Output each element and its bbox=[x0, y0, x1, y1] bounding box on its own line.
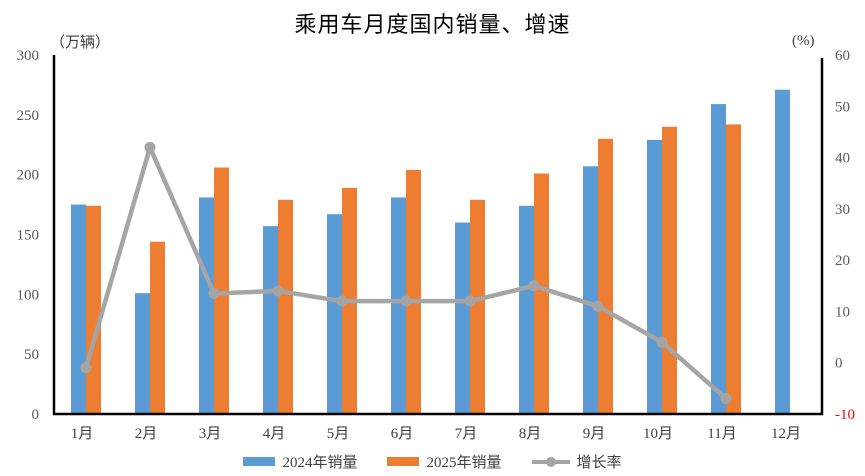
legend-swatch-2024 bbox=[243, 457, 276, 466]
right-axis-tick-50: 50 bbox=[835, 99, 850, 115]
x-axis-label-3月: 3月 bbox=[199, 426, 222, 442]
bar-2024年销量-6月 bbox=[391, 197, 406, 414]
x-axis-label-12月: 12月 bbox=[771, 426, 801, 442]
legend: 2024年销量 2025年销量 增长率 bbox=[0, 451, 865, 472]
bar-2024年销量-1月 bbox=[71, 204, 86, 414]
growth-marker-10月 bbox=[656, 336, 668, 348]
x-axis-label-2月: 2月 bbox=[135, 426, 158, 442]
growth-marker-4月 bbox=[272, 285, 284, 297]
bar-2024年销量-7月 bbox=[455, 222, 470, 414]
right-axis-tick-20: 20 bbox=[835, 253, 850, 269]
bar-2024年销量-8月 bbox=[519, 205, 534, 414]
bar-2025年销量-6月 bbox=[406, 169, 421, 414]
x-axis-label-10月: 10月 bbox=[643, 426, 673, 442]
bar-2024年销量-5月 bbox=[327, 214, 342, 414]
x-axis-label-6月: 6月 bbox=[391, 426, 414, 442]
x-axis-label-11月: 11月 bbox=[707, 426, 736, 442]
bar-2025年销量-1月 bbox=[86, 205, 101, 414]
legend-item-2025: 2025年销量 bbox=[387, 451, 502, 472]
x-axis-label-1月: 1月 bbox=[71, 426, 94, 442]
x-axis-label-4月: 4月 bbox=[263, 426, 286, 442]
bar-2025年销量-8月 bbox=[534, 173, 549, 414]
bar-2024年销量-11月 bbox=[711, 104, 726, 415]
growth-marker-6月 bbox=[400, 295, 412, 307]
left-axis-tick-50: 50 bbox=[24, 347, 39, 363]
bar-2024年销量-2月 bbox=[135, 293, 150, 414]
growth-marker-7月 bbox=[464, 295, 476, 307]
right-axis-unit: (%) bbox=[792, 33, 815, 49]
bar-2025年销量-3月 bbox=[214, 167, 229, 414]
growth-marker-9月 bbox=[592, 300, 604, 312]
left-axis-unit: （万辆） bbox=[50, 35, 111, 51]
bar-2024年销量-3月 bbox=[199, 197, 214, 414]
growth-marker-3月 bbox=[208, 287, 220, 299]
x-axis-label-7月: 7月 bbox=[455, 426, 478, 442]
left-axis-tick-250: 250 bbox=[17, 108, 40, 124]
x-axis-label-8月: 8月 bbox=[519, 426, 542, 442]
bar-2025年销量-10月 bbox=[662, 126, 677, 415]
legend-label-2024: 2024年销量 bbox=[282, 455, 358, 471]
left-axis-tick-200: 200 bbox=[17, 168, 40, 184]
x-axis-label-5月: 5月 bbox=[327, 426, 350, 442]
bar-2025年销量-4月 bbox=[278, 199, 293, 414]
bar-2024年销量-9月 bbox=[583, 166, 598, 414]
legend-item-2024: 2024年销量 bbox=[243, 451, 357, 472]
growth-marker-2月 bbox=[144, 141, 156, 153]
right-axis-tick-0: 0 bbox=[835, 356, 843, 372]
chart-title: 乘用车月度国内销量、增速 bbox=[294, 12, 571, 37]
right-axis-tick-60: 60 bbox=[835, 48, 850, 64]
growth-marker-11月 bbox=[720, 393, 732, 405]
right-axis-tick-10: 10 bbox=[835, 304, 850, 320]
left-axis-tick-150: 150 bbox=[17, 228, 40, 244]
left-axis-tick-300: 300 bbox=[17, 48, 40, 64]
right-axis-tick--10: -10 bbox=[835, 407, 855, 423]
legend-label-growth: 增长率 bbox=[576, 455, 622, 471]
bar-2024年销量-4月 bbox=[263, 226, 278, 414]
bar-2025年销量-11月 bbox=[726, 124, 741, 414]
legend-swatch-growth-line bbox=[531, 456, 570, 468]
legend-swatch-2025 bbox=[387, 457, 420, 466]
legend-item-growth: 增长率 bbox=[531, 451, 622, 472]
growth-marker-5月 bbox=[336, 295, 348, 307]
legend-label-2025: 2025年销量 bbox=[426, 455, 502, 471]
growth-marker-1月 bbox=[80, 362, 92, 374]
right-axis-tick-40: 40 bbox=[835, 151, 850, 167]
bar-2025年销量-7月 bbox=[470, 199, 485, 414]
growth-marker-swatch bbox=[545, 456, 556, 467]
bar-2025年销量-2月 bbox=[150, 241, 165, 414]
left-axis-tick-0: 0 bbox=[32, 407, 40, 423]
right-axis-tick-30: 30 bbox=[835, 202, 850, 218]
growth-marker-8月 bbox=[528, 280, 540, 292]
bar-2024年销量-12月 bbox=[775, 89, 790, 414]
x-axis-label-9月: 9月 bbox=[583, 426, 606, 442]
left-axis-tick-100: 100 bbox=[17, 287, 40, 303]
bar-2024年销量-10月 bbox=[647, 139, 662, 415]
bar-2025年销量-9月 bbox=[598, 138, 613, 414]
